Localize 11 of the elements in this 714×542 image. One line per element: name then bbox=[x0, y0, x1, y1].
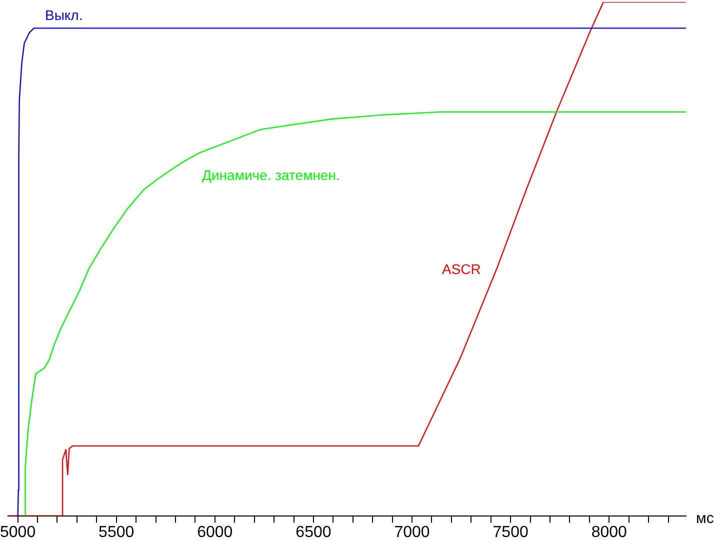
x-tick-label: 6500 bbox=[296, 524, 332, 541]
series-label: Выкл. bbox=[45, 6, 83, 23]
x-tick-label: 5000 bbox=[0, 524, 36, 541]
series-label: Динамиче. затемнен. bbox=[202, 166, 340, 183]
series-label: ASCR bbox=[442, 260, 481, 277]
x-tick-label: 8000 bbox=[591, 524, 628, 541]
x-tick-label: 7500 bbox=[492, 524, 528, 541]
x-tick-label: 7000 bbox=[394, 524, 430, 541]
x-tick-label: 6000 bbox=[197, 524, 233, 541]
x-axis-title: мс bbox=[696, 510, 714, 527]
x-tick-label: 5500 bbox=[98, 524, 134, 541]
